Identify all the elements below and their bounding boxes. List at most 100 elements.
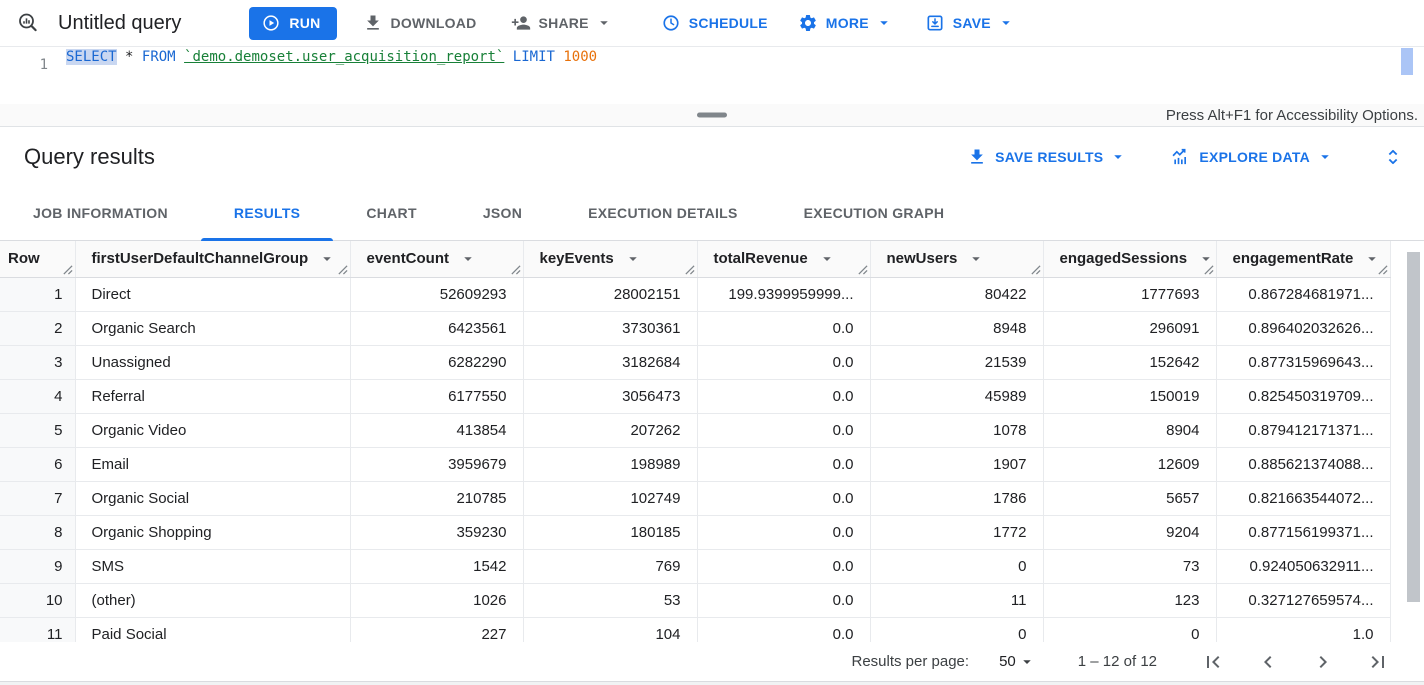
- cell-new-users: 45989: [870, 379, 1044, 414]
- cell-new-users: 1078: [870, 413, 1044, 448]
- cell-new-users: 21539: [870, 345, 1044, 380]
- save-button[interactable]: SAVE: [925, 13, 1015, 33]
- cell-key-events: 769: [523, 549, 698, 584]
- cell-engaged-sessions: 1777693: [1043, 277, 1217, 312]
- column-resize-handle[interactable]: [1203, 264, 1214, 275]
- table-header-row: Row firstUserDefaultChannelGroup eventCo…: [0, 241, 1391, 278]
- tab-chart[interactable]: CHART: [366, 205, 417, 221]
- share-button[interactable]: SHARE: [511, 13, 613, 33]
- row-number-cell: 11: [0, 617, 76, 642]
- column-header-eventcount[interactable]: eventCount: [350, 241, 524, 278]
- sql-editor[interactable]: 1 SELECT * FROM `demo.demoset.user_acqui…: [0, 47, 1424, 104]
- cell-key-events: 104: [523, 617, 698, 642]
- table-row: 2 Organic Search 6423561 3730361 0.0 894…: [0, 311, 1391, 346]
- last-page-button[interactable]: [1366, 650, 1390, 674]
- tab-json[interactable]: JSON: [482, 205, 523, 221]
- tab-job-information[interactable]: JOB INFORMATION: [33, 205, 168, 221]
- table-row: 6 Email 3959679 198989 0.0 1907 12609 0.…: [0, 447, 1391, 482]
- cell-engaged-sessions: 123: [1043, 583, 1217, 618]
- save-results-button[interactable]: SAVE RESULTS: [967, 147, 1127, 167]
- cell-total-revenue: 0.0: [697, 515, 871, 550]
- row-number-cell: 4: [0, 379, 76, 414]
- table-row: 10 (other) 1026 53 0.0 11 123 0.32712765…: [0, 583, 1391, 618]
- column-resize-handle[interactable]: [510, 264, 521, 275]
- cell-key-events: 198989: [523, 447, 698, 482]
- caret-down-icon: [1316, 148, 1334, 166]
- column-header-newusers[interactable]: newUsers: [870, 241, 1044, 278]
- cell-total-revenue: 0.0: [697, 311, 871, 346]
- column-header-engagementrate[interactable]: engagementRate: [1216, 241, 1391, 278]
- tab-results[interactable]: RESULTS: [200, 186, 334, 241]
- cell-channel-group: Organic Video: [75, 413, 351, 448]
- column-header-row[interactable]: Row: [0, 241, 76, 278]
- caret-down-icon: [595, 14, 613, 32]
- cell-key-events: 207262: [523, 413, 698, 448]
- column-resize-handle[interactable]: [62, 264, 73, 275]
- column-header-firstuserdefaultchannelgroup[interactable]: firstUserDefaultChannelGroup: [75, 241, 351, 278]
- save-label: SAVE: [952, 15, 991, 31]
- cell-channel-group: Organic Search: [75, 311, 351, 346]
- page-size-select[interactable]: 50: [999, 653, 1036, 671]
- column-header-engagedsessions[interactable]: engagedSessions: [1043, 241, 1217, 278]
- column-menu-caret-icon[interactable]: [318, 250, 336, 268]
- prev-page-button[interactable]: [1256, 650, 1280, 674]
- column-label: engagementRate: [1232, 250, 1354, 268]
- cell-engagement-rate: 0.879412171371...: [1216, 413, 1391, 448]
- column-menu-caret-icon[interactable]: [459, 250, 477, 268]
- download-icon: [967, 147, 987, 167]
- caret-down-icon: [1109, 148, 1127, 166]
- cell-engaged-sessions: 0: [1043, 617, 1217, 642]
- cell-new-users: 80422: [870, 277, 1044, 312]
- schedule-button[interactable]: SCHEDULE: [661, 13, 768, 33]
- table-vertical-scrollbar[interactable]: [1407, 252, 1420, 602]
- table-row: 7 Organic Social 210785 102749 0.0 1786 …: [0, 481, 1391, 516]
- run-button[interactable]: RUN: [249, 6, 337, 40]
- column-header-keyevents[interactable]: keyEvents: [523, 241, 698, 278]
- query-title[interactable]: Untitled query: [58, 11, 182, 34]
- tab-execution-details[interactable]: EXECUTION DETAILS: [588, 205, 738, 221]
- more-button[interactable]: MORE: [798, 13, 893, 33]
- tab-execution-graph[interactable]: EXECUTION GRAPH: [803, 205, 945, 221]
- download-button[interactable]: DOWNLOAD: [363, 13, 477, 33]
- sql-limit-value: 1000: [563, 49, 598, 65]
- next-page-button[interactable]: [1311, 650, 1335, 674]
- cell-engaged-sessions: 73: [1043, 549, 1217, 584]
- first-page-button[interactable]: [1201, 650, 1225, 674]
- cell-engagement-rate: 0.885621374088...: [1216, 447, 1391, 482]
- caret-down-icon: [997, 14, 1015, 32]
- share-label: SHARE: [538, 15, 589, 31]
- cell-engaged-sessions: 9204: [1043, 515, 1217, 550]
- explore-data-button[interactable]: EXPLORE DATA: [1171, 147, 1334, 167]
- column-header-totalrevenue[interactable]: totalRevenue: [697, 241, 871, 278]
- column-menu-caret-icon[interactable]: [624, 250, 642, 268]
- cell-engagement-rate: 0.327127659574...: [1216, 583, 1391, 618]
- cell-engaged-sessions: 150019: [1043, 379, 1217, 414]
- cell-key-events: 3056473: [523, 379, 698, 414]
- cell-engagement-rate: 0.924050632911...: [1216, 549, 1391, 584]
- column-resize-handle[interactable]: [857, 264, 868, 275]
- collapse-expand-button[interactable]: [1382, 146, 1404, 168]
- column-menu-caret-icon[interactable]: [967, 250, 985, 268]
- sql-table-reference-link[interactable]: `demo.demoset.user_acquisition_report`: [184, 49, 505, 65]
- column-resize-handle[interactable]: [337, 264, 348, 275]
- panel-drag-handle[interactable]: [697, 112, 727, 118]
- table-row: 1 Direct 52609293 28002151 199.939995999…: [0, 277, 1391, 312]
- sql-code-line[interactable]: SELECT * FROM `demo.demoset.user_acquisi…: [66, 47, 597, 67]
- column-resize-handle[interactable]: [1030, 264, 1041, 275]
- cell-channel-group: Direct: [75, 277, 351, 312]
- column-menu-caret-icon[interactable]: [818, 250, 836, 268]
- results-table-container: Row firstUserDefaultChannelGroup eventCo…: [0, 241, 1424, 642]
- table-row: 4 Referral 6177550 3056473 0.0 45989 150…: [0, 379, 1391, 414]
- editor-scrollbar[interactable]: [1401, 48, 1413, 75]
- column-resize-handle[interactable]: [684, 264, 695, 275]
- column-resize-handle[interactable]: [1377, 264, 1388, 275]
- cell-new-users: 0: [870, 549, 1044, 584]
- column-label: engagedSessions: [1059, 250, 1188, 268]
- sql-keyword-from: FROM: [141, 49, 176, 65]
- cell-new-users: 1907: [870, 447, 1044, 482]
- gear-icon: [798, 13, 818, 33]
- cell-new-users: 11: [870, 583, 1044, 618]
- column-label: firstUserDefaultChannelGroup: [91, 250, 309, 268]
- row-number-cell: 5: [0, 413, 76, 448]
